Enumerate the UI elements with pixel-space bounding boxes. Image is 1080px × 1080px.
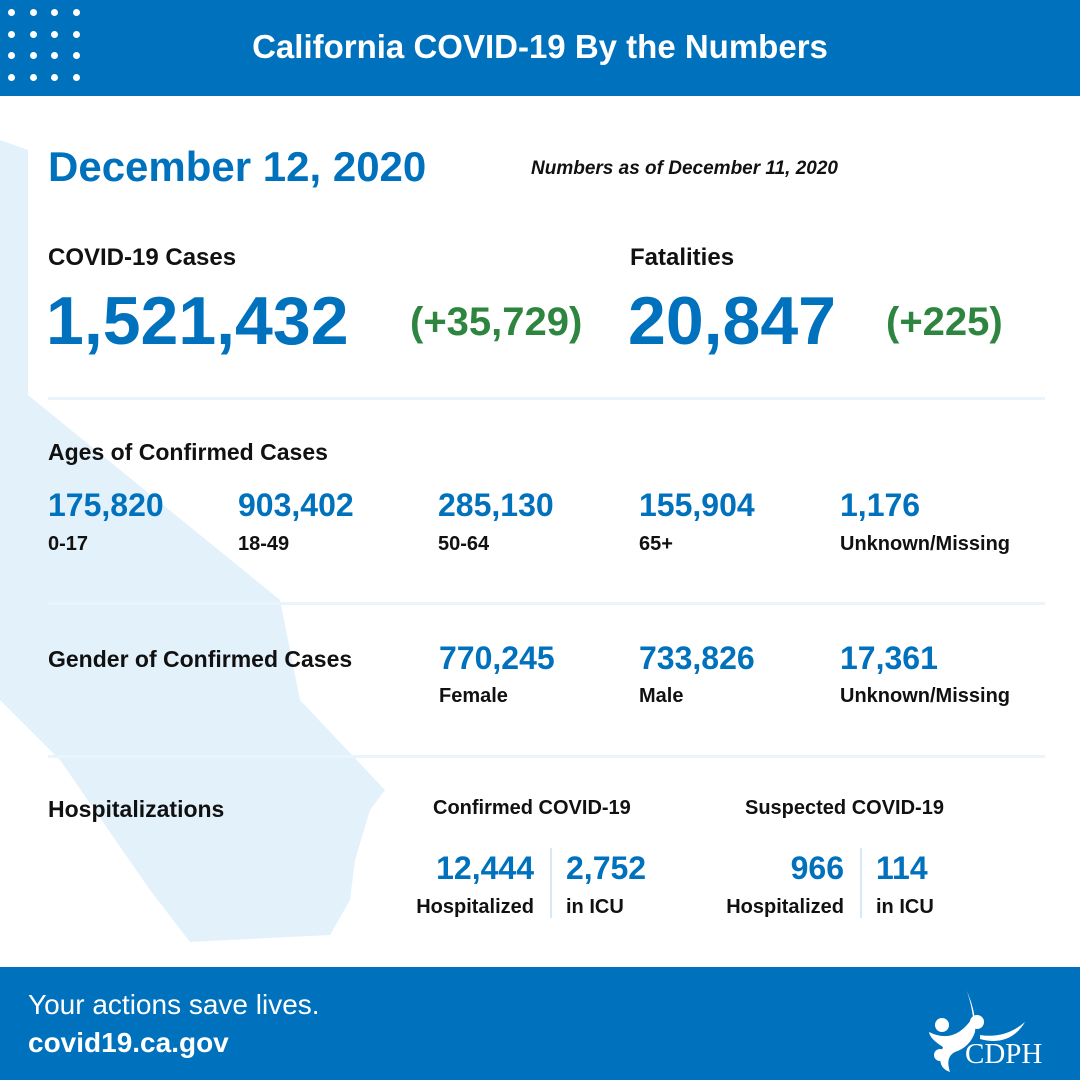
dot: [51, 74, 59, 82]
ages-category-label: 18-49: [238, 533, 290, 555]
confirmed-icu-label: in ICU: [566, 896, 624, 918]
gender-value: 733,826: [639, 640, 755, 676]
dot: [8, 74, 15, 82]
dot: [8, 30, 15, 38]
ages-category-label: 0-17: [48, 533, 89, 555]
footer-banner: Your actions save lives. covid19.ca.gov …: [0, 967, 1080, 1080]
dot: [51, 30, 59, 38]
cases-label: COVID-19 Cases: [48, 244, 237, 271]
gender-category-label: Male: [639, 685, 684, 707]
confirmed-icu-value: 2,752: [566, 850, 647, 886]
ages-value: 903,402: [238, 487, 354, 523]
hospitalizations-label: Hospitalizations: [48, 796, 225, 822]
ages-value: 285,130: [438, 487, 554, 523]
suspected-heading: Suspected COVID-19: [745, 797, 944, 819]
ages-value: 1,176: [840, 487, 921, 523]
divider: [48, 602, 1045, 605]
suspected-icu-value: 114: [876, 850, 928, 886]
divider: [48, 397, 1045, 400]
cases-value: 1,521,432: [46, 283, 349, 359]
header-banner: California COVID-19 By the Numbers: [0, 0, 1080, 96]
fatalities-delta: (+225): [886, 300, 1003, 344]
dot: [8, 9, 15, 16]
dot: [29, 30, 37, 38]
dot: [29, 74, 37, 82]
cases-delta: (+35,729): [410, 300, 583, 344]
dot: [29, 9, 37, 16]
gender-value: 17,361: [840, 640, 938, 676]
confirmed-heading: Confirmed COVID-19: [433, 797, 631, 819]
dot: [73, 74, 81, 82]
ages-value: 175,820: [48, 487, 164, 523]
gender-category-label: Unknown/Missing: [840, 685, 1010, 707]
dot: [8, 52, 15, 60]
suspected-icu-label: in ICU: [876, 896, 934, 918]
dot: [73, 9, 81, 16]
footer-tagline: Your actions save lives.: [28, 989, 320, 1020]
ages-category-label: 65+: [639, 533, 673, 555]
numbers-as-of: Numbers as of December 11, 2020: [531, 158, 838, 179]
footer-url-link[interactable]: covid19.ca.gov: [28, 1027, 229, 1058]
dot: [51, 52, 59, 60]
ages-category-label: 50-64: [438, 533, 490, 555]
divider: [860, 848, 862, 918]
cdph-logo-text: CDPH: [965, 1038, 1042, 1070]
divider: [48, 755, 1045, 758]
confirmed-hospitalized-value: 12,444: [436, 850, 534, 886]
dot: [73, 52, 81, 60]
ages-category-label: Unknown/Missing: [840, 533, 1010, 555]
dot: [73, 30, 81, 38]
confirmed-hospitalized-label: Hospitalized: [416, 896, 534, 918]
page-title: California COVID-19 By the Numbers: [252, 28, 828, 65]
cdph-logo: CDPH: [929, 987, 1042, 1072]
report-date: December 12, 2020: [48, 143, 427, 190]
fatalities-label: Fatalities: [630, 244, 735, 271]
gender-value: 770,245: [439, 640, 555, 676]
gender-label: Gender of Confirmed Cases: [48, 646, 353, 672]
gender-category-label: Female: [439, 685, 508, 707]
suspected-hospitalized-value: 966: [790, 850, 844, 886]
ages-label: Ages of Confirmed Cases: [48, 439, 328, 465]
suspected-hospitalized-label: Hospitalized: [726, 896, 844, 918]
dot: [29, 52, 37, 60]
dot: [51, 9, 59, 16]
ages-value: 155,904: [639, 487, 755, 523]
divider: [550, 848, 552, 918]
fatalities-value: 20,847: [628, 283, 836, 359]
